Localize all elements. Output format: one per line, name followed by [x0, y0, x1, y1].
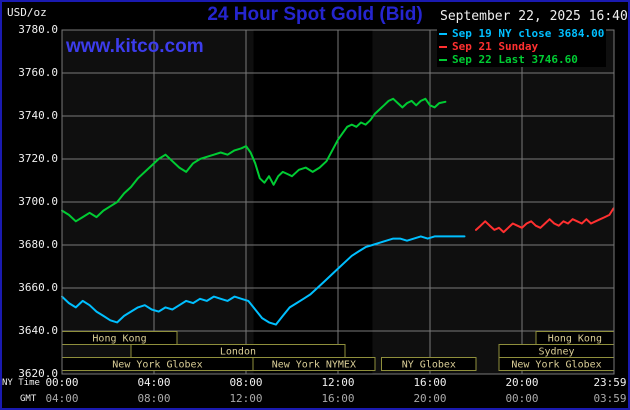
session-label: Hong Kong	[92, 334, 146, 345]
legend-item: Sep 19 NY close 3684.00	[439, 27, 604, 40]
gmt-axis-label: GMT	[20, 394, 37, 404]
legend-dash-icon	[439, 32, 447, 35]
legend-item-label: Sep 21 Sunday	[452, 40, 539, 53]
legend: Sep 19 NY close 3684.00 Sep 21 Sunday Sep …	[437, 26, 607, 67]
legend-item: Sep 21 Sunday	[439, 40, 604, 53]
legend-item-label: Sep 19 NY close 3684.00	[452, 27, 605, 40]
session-label: Hong Kong	[548, 334, 602, 345]
session-box	[252, 357, 376, 371]
series-line-sep-21-sunday	[475, 207, 615, 234]
series-line-sep-22	[61, 97, 447, 223]
legend-dash-icon	[439, 58, 447, 61]
legend-item: Sep 22 Last 3746.60	[439, 53, 604, 66]
ny-time-axis-label: NY Time	[2, 378, 40, 388]
session-label: New York Globex	[511, 360, 601, 371]
session-label: New York Globex	[112, 360, 202, 371]
session-label: Sydney	[538, 347, 574, 358]
legend-item-label: Sep 22 Last 3746.60	[452, 53, 578, 66]
session-label: NY Globex	[402, 360, 456, 371]
session-label: London	[220, 347, 256, 358]
kitco-watermark-link[interactable]: www.kitco.com	[66, 36, 204, 57]
session-label: New York NYMEX	[272, 360, 356, 371]
legend-dash-icon	[439, 45, 447, 48]
datetime-label: September 22, 2025 16:40	[440, 9, 628, 24]
unit-label: USD/oz	[7, 6, 47, 19]
session-box	[381, 357, 477, 371]
series-line-sep-19-ny-close	[61, 235, 466, 326]
plot-border	[61, 29, 615, 375]
